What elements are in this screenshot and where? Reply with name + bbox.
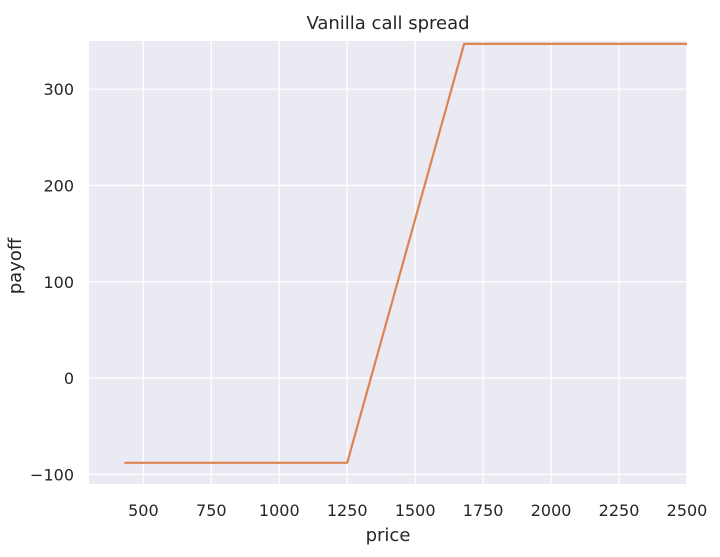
x-tick-label: 750 xyxy=(196,501,227,520)
x-tick-label: 1500 xyxy=(395,501,436,520)
y-tick-label: 200 xyxy=(43,176,74,195)
series-group xyxy=(124,42,687,464)
x-tick-label: 1000 xyxy=(259,501,300,520)
x-axis-label: price xyxy=(366,525,411,546)
x-tick-label: 1750 xyxy=(463,501,504,520)
x-tick-label: 2500 xyxy=(667,501,708,520)
x-tick-label: 500 xyxy=(128,501,159,520)
y-tick-label: 0 xyxy=(64,369,74,388)
y-tick-label: 300 xyxy=(43,80,74,99)
x-ticks: 500 750 1000 1250 1500 1750 2000 2250 2500 xyxy=(128,501,707,520)
x-tick-label: 2000 xyxy=(531,501,572,520)
y-axis-label: payoff xyxy=(5,237,26,294)
x-tick-label: 1250 xyxy=(327,501,368,520)
plot-background xyxy=(89,41,687,484)
y-tick-label: 100 xyxy=(43,273,74,292)
grid xyxy=(89,41,688,484)
chart-title: Vanilla call spread xyxy=(306,13,469,34)
series-line xyxy=(124,42,687,464)
y-tick-label: −100 xyxy=(30,465,74,484)
x-tick-label: 2250 xyxy=(599,501,640,520)
y-ticks: −100 0 100 200 300 xyxy=(30,80,74,484)
